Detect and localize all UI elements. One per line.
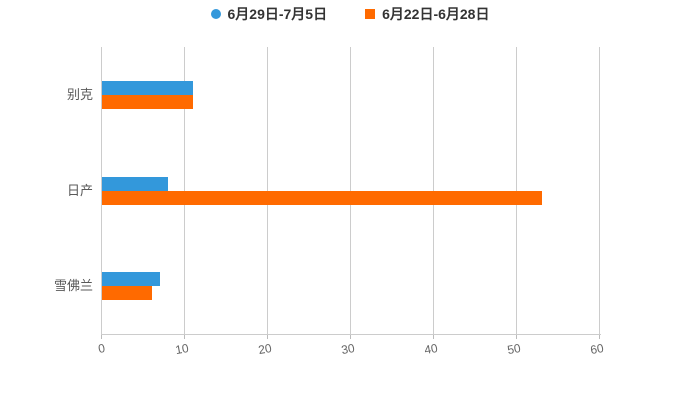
- bar-previous-week[interactable]: [102, 190, 542, 205]
- x-tick-label: 40: [422, 341, 439, 358]
- legend-label: 6月29日-7月5日: [227, 6, 328, 22]
- x-tick-label: 60: [588, 341, 605, 358]
- x-axis-tick: [516, 334, 517, 339]
- legend-item-week1[interactable]: 6月22日-6月28日: [365, 5, 489, 23]
- bar-previous-week[interactable]: [102, 94, 193, 109]
- bar-current-week[interactable]: [102, 80, 193, 95]
- legend-label: 6月22日-6月28日: [382, 6, 490, 22]
- x-axis-line: [101, 334, 601, 335]
- legend-marker-circle-icon: [210, 9, 221, 19]
- x-axis-tick: [267, 334, 268, 339]
- bar-previous-week[interactable]: [102, 286, 152, 301]
- x-tick-label: 50: [505, 341, 522, 358]
- gridline: [101, 47, 102, 334]
- x-axis-tick: [184, 334, 185, 339]
- gridline: [599, 47, 600, 334]
- legend-marker-square-icon: [365, 9, 376, 19]
- x-axis-tick: [599, 334, 600, 339]
- x-tick-label: 20: [256, 341, 273, 358]
- y-category-label: 雪佛兰: [53, 278, 93, 294]
- x-tick-label: 10: [173, 341, 190, 358]
- x-axis-tick: [433, 334, 434, 339]
- x-tick-label: 30: [339, 341, 356, 358]
- legend-item-week2[interactable]: 6月29日-7月5日: [210, 5, 328, 23]
- y-category-label: 日产: [66, 182, 93, 198]
- x-axis-tick: [101, 334, 102, 339]
- x-axis-tick: [350, 334, 351, 339]
- x-tick-label: 0: [97, 341, 107, 356]
- legend: 6月29日-7月5日 6月22日-6月28日: [0, 5, 700, 23]
- bar-current-week[interactable]: [102, 272, 160, 287]
- y-category-label: 别克: [66, 86, 93, 102]
- bar-current-week[interactable]: [102, 176, 168, 191]
